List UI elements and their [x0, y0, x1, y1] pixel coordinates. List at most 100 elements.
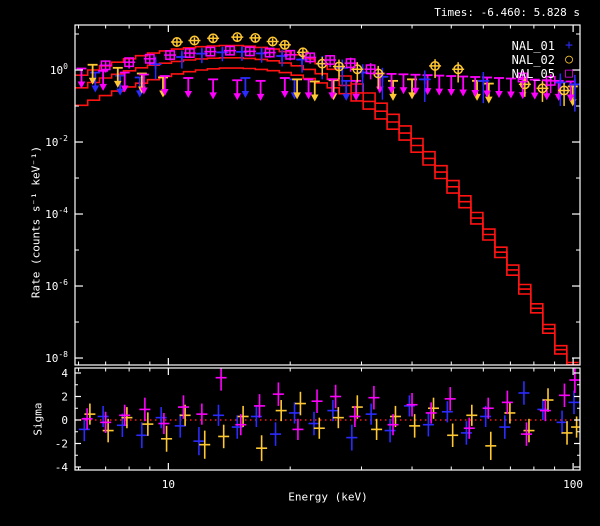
time-range-title: Times: -6.460: 5.828 s — [434, 6, 580, 19]
down-arrow-icon — [116, 88, 124, 96]
circle-icon — [519, 79, 530, 90]
down-arrow-icon — [99, 83, 107, 91]
legend-entry-NAL_01: NAL_01 + — [511, 38, 576, 53]
circle-icon — [430, 60, 441, 71]
rate-axis-label: Rate (counts s⁻¹ keV⁻¹) — [29, 145, 43, 299]
square-icon — [305, 52, 316, 63]
square-icon — [365, 64, 376, 75]
down-arrow-icon — [411, 87, 420, 95]
down-arrow-icon — [554, 93, 563, 101]
circle-icon — [537, 83, 548, 94]
down-arrow-icon — [233, 93, 242, 101]
sigma-tick-label: 0 — [61, 414, 68, 427]
plus-icon: + — [565, 38, 573, 53]
down-arrow-icon — [483, 90, 491, 98]
down-arrow-icon — [435, 88, 444, 96]
circle-icon — [453, 64, 464, 75]
y-tick-label: 10-2 — [45, 134, 68, 149]
down-arrow-icon — [281, 91, 289, 99]
square-icon — [325, 55, 336, 65]
square-icon — [264, 47, 275, 58]
legend-entry-NAL_02: NAL_02 ○ — [511, 52, 576, 67]
down-arrow-icon — [120, 85, 129, 93]
square-icon — [517, 72, 528, 83]
data-points-NAL_05 — [99, 45, 557, 93]
legend-label: NAL_02 — [511, 52, 555, 67]
down-arrow-icon — [447, 89, 456, 97]
down-arrow-icon — [140, 87, 148, 95]
circle-icon — [171, 37, 182, 47]
down-arrow-icon — [471, 89, 480, 97]
sigma-tick-label: 2 — [61, 391, 68, 404]
main-panel-frame — [74, 24, 581, 366]
circle-icon — [232, 32, 243, 43]
energy-tick-label: 10 — [162, 478, 175, 491]
y-tick-label: 10-4 — [45, 206, 68, 221]
down-arrow-icon — [88, 77, 97, 85]
down-arrow-icon — [399, 87, 408, 95]
square-icon: □ — [565, 66, 573, 81]
square-icon — [545, 75, 556, 86]
circle-icon — [208, 33, 219, 44]
circle-icon — [352, 64, 363, 75]
circle-icon — [189, 35, 200, 46]
down-arrow-icon — [113, 80, 122, 88]
down-arrow-icon — [209, 92, 217, 100]
count-spectrum-panel — [75, 32, 580, 365]
legend-label: NAL_01 — [511, 38, 555, 53]
residuals-panel — [75, 368, 580, 462]
circle-icon — [297, 47, 308, 58]
square-icon — [184, 48, 195, 59]
down-arrow-icon — [304, 92, 313, 100]
down-arrow-icon — [423, 88, 432, 96]
sigma-tick-label: -4 — [55, 461, 69, 474]
square-icon — [100, 60, 111, 71]
down-arrow-icon — [542, 93, 551, 101]
residual-panel-frame — [74, 367, 581, 471]
down-arrow-icon — [530, 92, 539, 100]
circle-icon — [267, 36, 278, 47]
down-arrow-icon — [352, 93, 360, 101]
down-arrow-icon — [342, 93, 350, 101]
y-tick-label: 10-6 — [45, 278, 68, 293]
model-curve-fit_NAL_01 — [75, 67, 568, 365]
down-arrow-icon — [495, 91, 503, 99]
square-icon — [244, 46, 255, 57]
model-curve-fit_NAL_02 — [75, 44, 579, 364]
energy-tick-label: 100 — [563, 478, 583, 491]
square-icon — [345, 58, 356, 69]
circle-icon — [334, 61, 344, 72]
down-arrow-icon — [310, 94, 319, 102]
square-icon — [144, 53, 155, 64]
down-arrow-icon — [387, 86, 396, 94]
sigma-tick-label: 4 — [61, 367, 68, 380]
circle-icon: ○ — [565, 52, 573, 67]
y-tick-label: 10-8 — [45, 350, 68, 365]
circle-icon — [279, 39, 290, 50]
down-arrow-icon — [566, 94, 575, 102]
down-arrow-icon — [408, 92, 416, 100]
detector-legend: NAL_01 + NAL_02 ○ NAL_05 □ — [511, 38, 576, 81]
residuals-NAL_01 — [78, 381, 580, 456]
square-icon — [165, 50, 176, 61]
down-arrow-icon — [389, 93, 397, 101]
down-arrow-icon — [507, 91, 515, 99]
residuals-NAL_05 — [81, 368, 580, 446]
down-arrow-icon — [484, 96, 493, 104]
sigma-tick-label: -2 — [55, 438, 68, 451]
y-tick-label: 100 — [50, 62, 68, 77]
down-arrow-icon — [459, 89, 467, 97]
down-arrow-icon — [293, 92, 301, 100]
model-curve-fit_NAL_05 — [75, 57, 579, 365]
sigma-axis-label: Sigma — [31, 402, 45, 436]
energy-axis-label: Energy (keV) — [288, 490, 368, 504]
square-icon — [205, 46, 216, 57]
square-icon — [124, 57, 135, 68]
down-arrow-icon — [328, 92, 337, 100]
down-arrow-icon — [160, 89, 169, 97]
down-arrow-icon — [91, 85, 100, 93]
circle-icon — [559, 85, 570, 96]
square-icon — [225, 45, 235, 56]
residuals-NAL_02 — [84, 388, 580, 462]
